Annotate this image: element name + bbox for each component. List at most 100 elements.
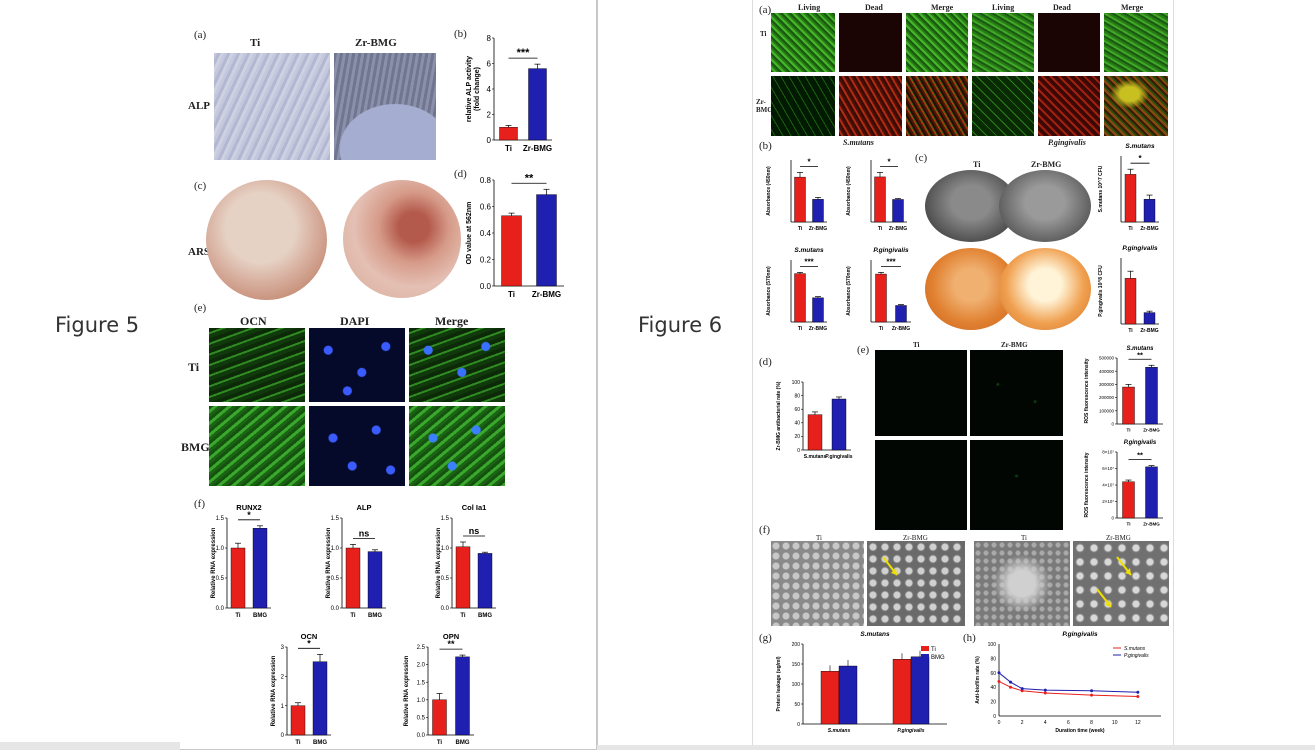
chart-f6b-3: Absorbance (570nm) S.mutans Ti Zr-BMG *** [766, 247, 827, 332]
y-tick-label: 200 [792, 642, 801, 648]
f5-panel-d-label: (d) [454, 168, 467, 180]
chart-f6c-smutans: S.mutans 10^7 CFU S.mutans Ti Zr-BMG * [1098, 143, 1159, 232]
data-point [1009, 685, 1013, 689]
y-axis-label: Relative RNA expression [404, 655, 410, 726]
f6f-ti-smutans-sem [771, 541, 864, 626]
y-axis-label: (fold change) [474, 67, 481, 111]
bar [499, 127, 518, 141]
x-tick-label: Zr-BMG [523, 144, 552, 153]
chart-title: RUNX2 [236, 503, 261, 512]
y-axis-label: Relative RNA expression [211, 527, 217, 598]
f6f-col-0: Ti [816, 534, 822, 542]
f6a-ti-living [771, 13, 835, 72]
chart-f6b-2: Absorbance (450nm) Ti Zr-BMG * [846, 157, 907, 232]
y-tick-label: 80 [990, 656, 996, 662]
data-point [1136, 695, 1140, 699]
x-tick-label: Ti [879, 326, 884, 332]
f6-panel-b-label: (b) [759, 140, 772, 152]
y-axis-label: Protein leakage (ug/ml) [776, 656, 782, 711]
bar [831, 398, 847, 451]
x-tick-label: P.gingivalis [825, 454, 852, 460]
f6a-ti-dead-2 [1038, 13, 1100, 72]
bar [812, 297, 824, 323]
chart-f6h: 0 20 40 60 80 100 0 2 4 6 8 10 12 Duration time (week… [975, 631, 1161, 734]
y-tick-label: 60 [794, 407, 800, 413]
chart-f5f-alp: 0.0 0.5 1.0 1.5 Relative RNA expression ALP Ti… [326, 503, 386, 619]
y-tick-label: 0.5 [441, 576, 450, 582]
f5c-zrbmg-ars-image [343, 180, 461, 298]
y-tick-label: 1.0 [417, 698, 426, 704]
data-point [1043, 691, 1047, 695]
f5e-col-dapi: DAPI [340, 314, 370, 328]
y-tick-label: 2 [281, 674, 285, 680]
y-axis-label: S.mutans 10^7 CFU [1098, 165, 1104, 212]
f5-panel-c-label: (c) [194, 180, 207, 192]
y-tick-label: 300000 [1099, 382, 1115, 387]
f6c-col-zrbmg: Zr-BMG [1031, 160, 1062, 169]
x-tick-label: Ti [1127, 428, 1131, 433]
chart-f5f-col1a1: 0.0 0.5 1.0 1.5 Relative RNA expression Col I… [436, 503, 496, 619]
f6a-zrbmg-dead-2 [1038, 76, 1100, 136]
y-axis-label: Absorbance (450nm) [766, 166, 772, 216]
x-tick-label: 8 [1090, 720, 1093, 726]
chart-title: S.mutans [1126, 346, 1154, 352]
y-tick-label: 50 [794, 702, 800, 708]
x-tick-label: Zr-BMG [1143, 428, 1160, 433]
bar [1143, 312, 1156, 325]
f6b-title-smutans: S.mutans [843, 138, 874, 147]
f6a-zrbmg-merge-2 [1104, 76, 1168, 136]
legend-label: S.mutans [1124, 646, 1146, 652]
x-tick-label: BMG [253, 613, 267, 619]
y-tick-label: 1.0 [216, 546, 225, 552]
y-axis-label: Anti-biofilm rate (%) [975, 656, 981, 704]
y-tick-label: 0 [993, 714, 996, 720]
significance-label: * [307, 638, 311, 648]
bar [536, 194, 557, 287]
y-tick-label: 20 [794, 434, 800, 440]
y-tick-label: 0.5 [331, 576, 340, 582]
y-tick-label: 0.5 [417, 716, 426, 722]
bar [874, 176, 886, 223]
chart-f6g: 0 50 100 150 200 Protein leakage (ug/ml) S.mut… [776, 631, 947, 734]
y-tick-label: 40 [990, 685, 996, 691]
y-axis-label: Relative RNA expression [436, 527, 442, 598]
chart-title: S.mutans [860, 631, 890, 638]
bar [1122, 386, 1135, 425]
bar [501, 215, 522, 287]
bar [252, 528, 268, 609]
y-axis-label: Absorbance (570nm) [766, 266, 772, 316]
bar [455, 546, 471, 609]
y-tick-label: 100 [792, 380, 801, 386]
f6e-zrbmg-pgingivalis-ros [970, 440, 1063, 530]
f5a-ti-alp-image [214, 53, 330, 160]
significance-label: ** [447, 639, 455, 649]
significance-label: ** [525, 172, 534, 184]
x-tick-label: Zr-BMG [1140, 328, 1158, 334]
arrow-icon [1096, 588, 1112, 608]
y-axis-label: ROS fluorescence intensity [1084, 452, 1090, 517]
f6-panel-f-label: (f) [759, 524, 770, 536]
series-line [998, 680, 1138, 698]
x-tick-label: Zr-BMG [809, 326, 827, 332]
f5e-col-merge: Merge [435, 314, 469, 328]
y-tick-label: 0 [487, 136, 492, 145]
x-tick-label: Ti [798, 226, 803, 232]
f5a-row-alp: ALP [188, 100, 210, 112]
x-tick-label: Ti [878, 226, 883, 232]
bar [1143, 199, 1156, 223]
y-tick-label: 0 [1111, 516, 1114, 521]
chart-f5b: 0 2 4 6 8 relative ALP activity (fold change) T… [466, 34, 552, 153]
y-tick-label: 500000 [1099, 356, 1115, 361]
y-tick-label: 0.0 [417, 733, 426, 739]
x-tick-label: BMG [456, 740, 470, 746]
x-tick-label: S.mutans [828, 728, 851, 734]
bottom-strip-left [0, 742, 180, 750]
bottom-strip-right [597, 745, 1315, 750]
f6a-col-3: Living [992, 3, 1015, 12]
y-axis-label: Absorbance (570nm) [846, 266, 852, 316]
y-tick-label: 2 [487, 110, 492, 119]
f6a-col-2: Merge [931, 3, 954, 12]
data-point [1020, 687, 1024, 691]
figure6-title: Figure 6 [638, 313, 723, 337]
y-tick-label: 0.6 [480, 202, 492, 211]
